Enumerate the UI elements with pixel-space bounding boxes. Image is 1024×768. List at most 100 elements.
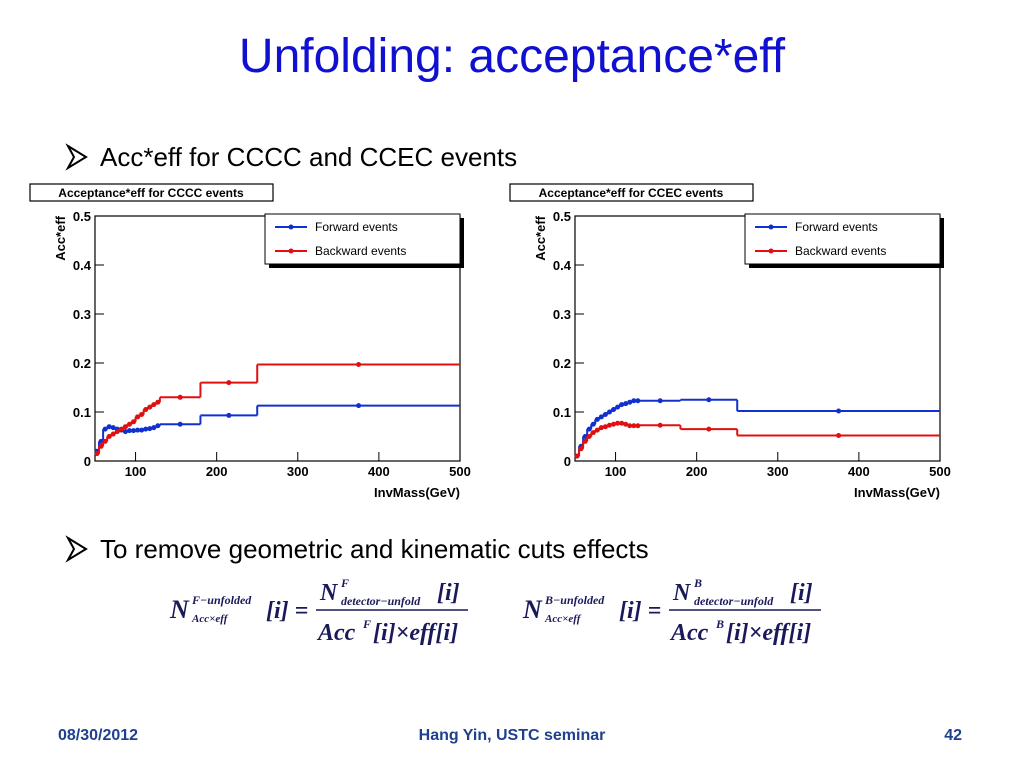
bin-marker [631,398,637,404]
formula-part: detector−unfold [341,594,421,608]
formula-part: [i]×eff[i] [726,620,811,646]
x-tick-label: 200 [206,464,228,479]
y-axis-label: Acc*eff [53,215,68,260]
x-tick-label: 300 [767,464,789,479]
legend-marker [768,224,774,230]
bin-marker [139,427,145,433]
bin-marker [657,422,663,428]
y-tick-label: 0.3 [73,307,91,322]
y-tick-label: 0.1 [553,405,571,420]
x-tick-label: 500 [929,464,951,479]
formula-part: F [362,617,371,631]
bin-marker [356,361,362,367]
footer-date: 08/30/2012 [58,727,138,744]
formula-part: N [672,580,692,606]
formula-part: F−unfolded [191,593,252,607]
bin-marker [177,394,183,400]
formula-part: N [169,595,190,624]
bin-marker [598,425,604,431]
formula-part: B [693,576,702,590]
bin-marker [147,426,153,432]
bin-marker [126,428,132,434]
bin-marker [122,429,128,435]
formula-part: N [319,580,339,606]
bin-marker [611,421,617,427]
formula-part: N [522,595,543,624]
legend-label: Forward events [315,220,398,234]
y-axis-label: Acc*eff [533,215,548,260]
bin-marker [177,421,183,427]
formula-part: [i] [790,580,813,606]
legend-marker [288,248,294,254]
bin-marker [706,426,712,432]
bin-marker [106,424,112,430]
formula-part: B−unfolded [544,593,605,607]
x-tick-label: 100 [605,464,627,479]
bin-marker [836,408,842,414]
y-tick-label: 0.4 [73,258,92,273]
bin-marker [619,402,625,408]
y-tick-label: 0.5 [73,209,91,224]
bin-marker [836,433,842,439]
bin-marker [635,423,641,429]
bin-marker [135,427,141,433]
x-tick-label: 300 [287,464,309,479]
y-tick-label: 0 [564,454,571,469]
formula-part: [i] [437,580,460,606]
y-tick-label: 0.2 [73,356,91,371]
legend [744,213,941,265]
bin-marker [356,403,362,409]
bin-marker [635,398,641,404]
bin-marker [627,423,633,429]
footer-page: 42 [944,727,962,744]
x-axis-label: InvMass(GeV) [854,485,940,500]
x-tick-label: 400 [848,464,870,479]
bin-marker [657,398,663,404]
bin-marker [131,428,137,434]
formula-part: F [340,576,349,590]
bin-marker [615,420,621,426]
legend-marker [768,248,774,254]
y-tick-label: 0.3 [553,307,571,322]
x-tick-label: 500 [449,464,471,479]
bullet: To remove geometric and kinematic cuts e… [100,534,649,564]
legend-label: Forward events [795,220,878,234]
bin-marker [631,423,637,429]
bullet-icon [65,143,88,171]
formula-part: B [715,617,724,631]
x-tick-label: 400 [368,464,390,479]
bin-marker [143,426,149,432]
formula-part: Acc [669,620,709,646]
footer-center: Hang Yin, USTC seminar [419,727,606,744]
formula-part: [i] = [619,598,661,624]
chart-title-box [509,183,754,202]
slide-title: Unfolding: acceptance*eff [239,30,786,83]
formula-part: Acc×eff [191,613,229,625]
y-tick-label: 0.1 [73,405,91,420]
legend-marker [288,224,294,230]
x-axis-label: InvMass(GeV) [374,485,460,500]
bin-marker [226,412,232,418]
bin-marker [606,422,612,428]
x-tick-label: 200 [686,464,708,479]
formula-part: [i]×eff[i] [373,620,458,646]
chart-title-box [29,183,274,202]
formula-part: detector−unfold [694,594,774,608]
chart-title: Acceptance*eff for CCEC events [539,186,724,200]
y-tick-label: 0.4 [553,258,572,273]
bin-marker [619,420,625,426]
formula-part: [i] = [266,598,308,624]
legend [264,213,461,265]
y-tick-label: 0.5 [553,209,571,224]
bullet: Acc*eff for CCCC and CCEC events [100,142,517,172]
bin-marker [706,397,712,403]
formula-part: Acc×eff [544,613,582,625]
legend-label: Backward events [315,244,406,258]
x-tick-label: 100 [125,464,147,479]
chart-title: Acceptance*eff for CCCC events [58,186,244,200]
y-tick-label: 0.2 [553,356,571,371]
bin-marker [226,380,232,386]
formula-part: Acc [316,620,356,646]
y-tick-label: 0 [84,454,91,469]
